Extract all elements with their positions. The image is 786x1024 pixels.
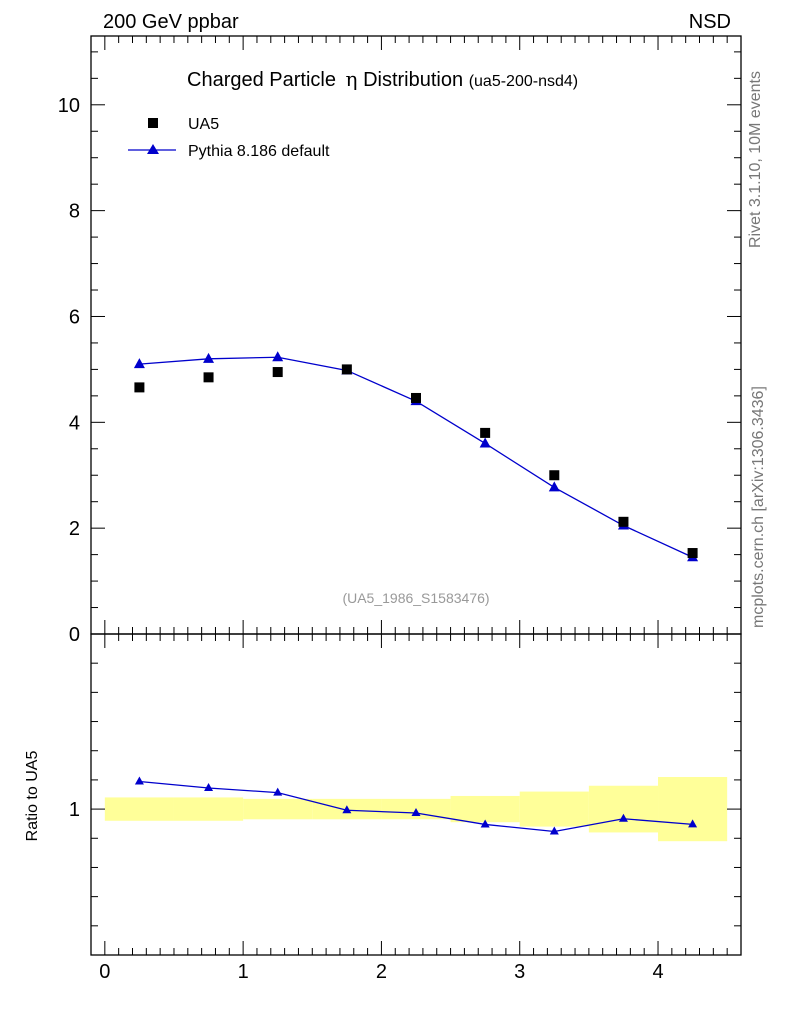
analysis-watermark: (UA5_1986_S1583476) [342,590,489,606]
rivet-version-text: Rivet 3.1.10, 10M events [747,71,764,248]
ratio-y-axis-label: Ratio to UA5 [24,751,41,842]
main-y-tick-label: 0 [69,624,80,646]
ratio-pythia-point [411,808,421,817]
ratio-series-layer [134,776,698,835]
ratio-band-segment [450,795,520,823]
legend-ua5-marker [148,118,158,128]
main-y-tick-label: 10 [58,95,80,117]
ua5-point [341,364,352,375]
mcplots-credit-text: mcplots.cern.ch [arXiv:1306.3436] [750,386,767,628]
legend-pythia-marker [147,144,159,154]
ratio-x-tick-label: 3 [514,961,525,983]
ratio-pythia-point [549,826,559,835]
ratio-pythia-point [134,776,144,785]
ratio-band-segment [658,776,728,842]
ua5-point [618,516,629,527]
pythia-point [133,358,145,369]
main-series-layer [133,351,699,562]
ratio-y-tick-label: 1 [69,799,80,821]
main-y-tick-labels: 0 2 4 6 8 10 [58,95,80,646]
legend: UA5 Pythia 8.186 default [128,116,330,160]
ratio-band-segment [519,791,589,827]
header-left: 200 GeV ppbar [103,11,239,33]
ratio-pythia-point [688,819,698,828]
main-y-tick-label: 8 [69,201,80,223]
ratio-pythia-point [342,805,352,814]
ratio-band-segment [173,797,244,821]
ua5-point [411,392,421,403]
ratio-x-tick-label: 1 [238,961,249,983]
pythia-line [139,356,693,558]
chart-title-symbol: η [346,67,358,91]
chart-title: Charged Particle η Distribution (ua5-200… [187,67,578,91]
main-y-tick-label: 4 [69,412,80,434]
main-y-tick-label: 6 [69,306,80,328]
ratio-pythia-point [480,819,490,828]
ua5-point [134,382,145,393]
chart-title-rest: Distribution [363,69,463,91]
ratio-pythia-point [273,787,283,796]
ratio-axis-ticks [91,634,741,955]
ua5-point [549,470,560,481]
ratio-x-tick-label: 2 [376,961,387,983]
ratio-pythia-point [204,783,214,792]
pythia-point [203,352,215,363]
legend-pythia-label: Pythia 8.186 default [188,143,330,160]
ratio-x-tick-label: 4 [652,961,663,983]
main-y-tick-label: 2 [69,518,80,540]
ua5-point [687,548,698,559]
ua5-point [272,367,283,378]
pythia-point [548,481,560,492]
pythia-point [479,437,491,448]
main-axis-ticks [91,36,741,635]
header-right: NSD [689,11,731,33]
ratio-pythia-point [618,813,628,822]
chart-title-id: (ua5-200-nsd4) [469,73,578,90]
ratio-band-segment [588,785,659,833]
ratio-plot-frame [90,633,742,956]
chart-title-main: Charged Particle [187,69,336,91]
legend-ua5-label: UA5 [188,116,219,133]
pythia-point [272,351,284,362]
ratio-tick-labels: 1 0 1 2 3 4 [69,799,664,983]
ua5-point [203,372,214,383]
ratio-band-segment [104,797,174,821]
ua5-point [480,427,491,438]
ratio-band-segment [243,798,313,820]
ratio-x-tick-label: 0 [99,961,110,983]
